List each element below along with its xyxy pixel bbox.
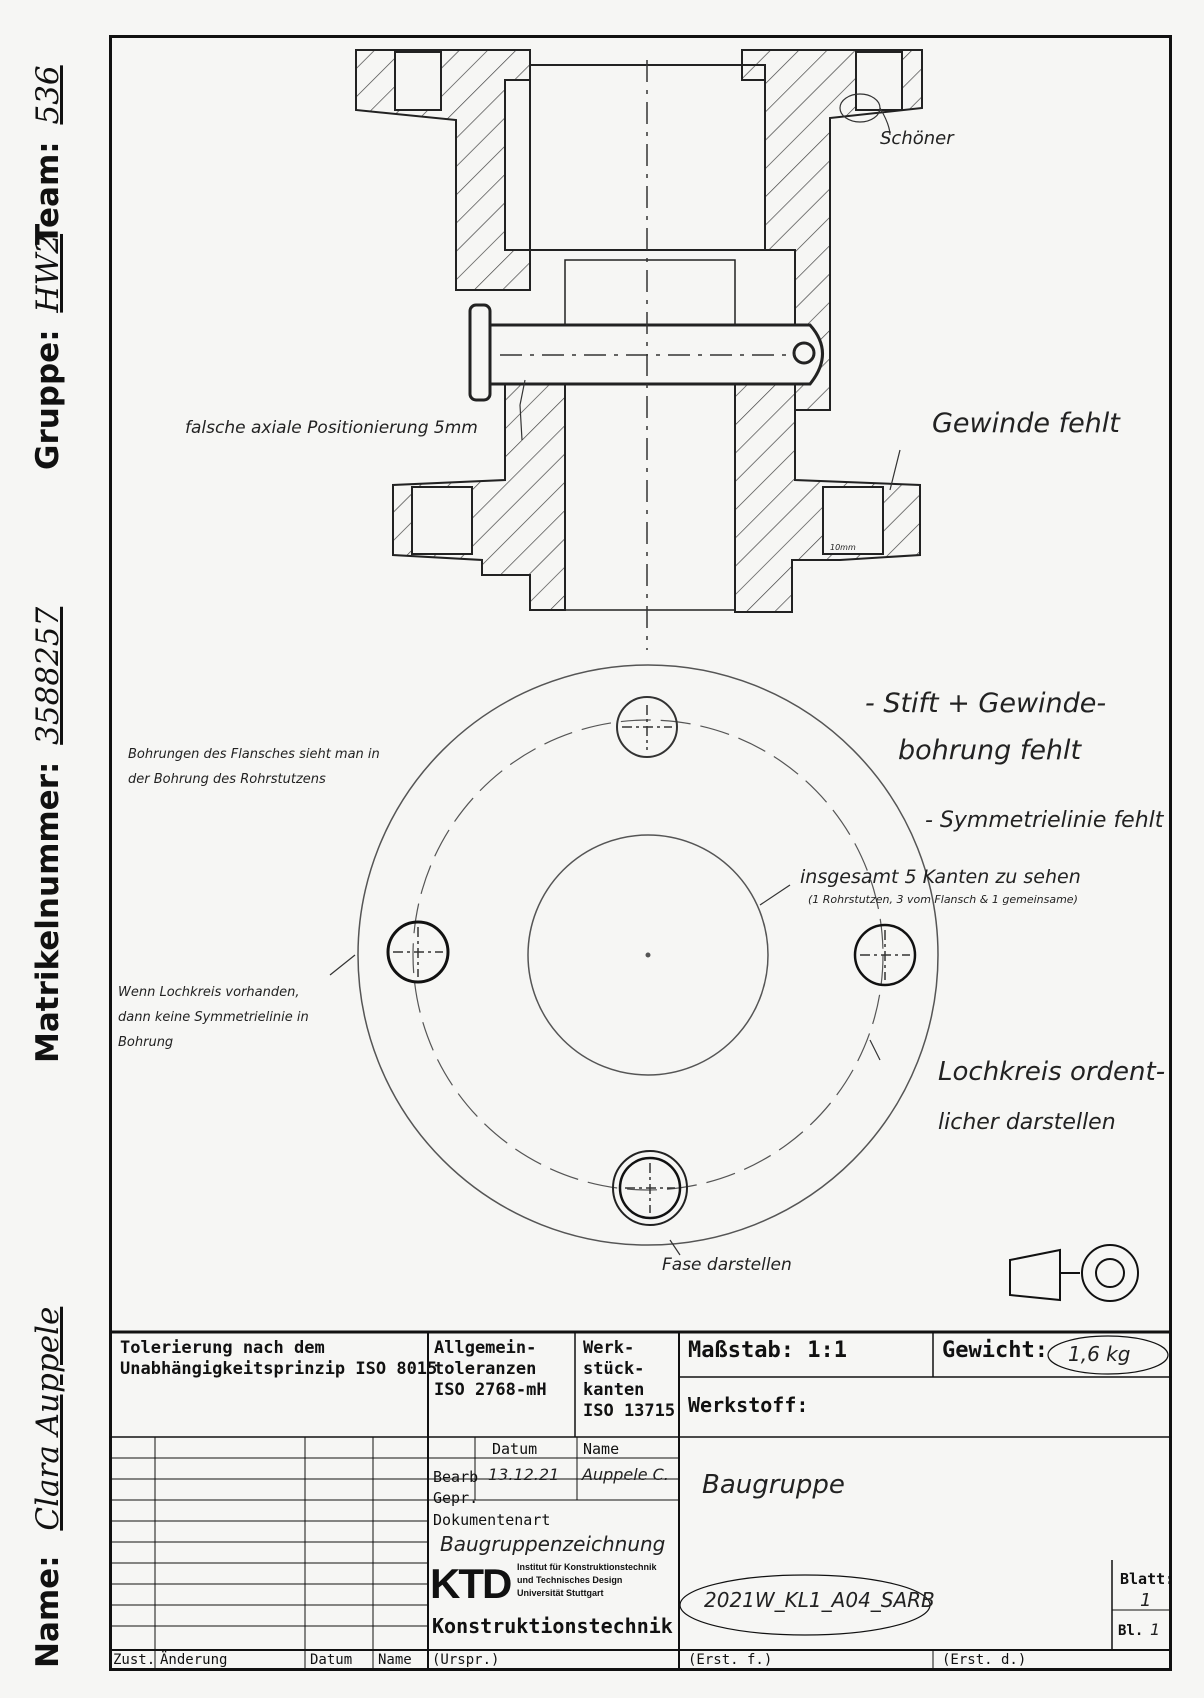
note-kanten-1: insgesamt 5 Kanten zu sehen <box>800 866 1081 888</box>
werk-line-4: ISO 13715 <box>583 1401 676 1421</box>
note-symmetrielinie: - Symmetrielinie fehlt <box>925 808 1164 833</box>
note-kanten-2: (1 Rohrstutzen, 3 vom Flansch & 1 gemein… <box>808 893 1078 906</box>
erst-f-label: (Erst. f.) <box>688 1652 773 1668</box>
note-stift-1: - Stift + Gewinde- <box>865 688 1107 719</box>
note-gewinde-fehlt: Gewinde fehlt <box>932 408 1120 439</box>
urspr-label: (Urspr.) <box>432 1652 500 1668</box>
bearb-name: Auppele C. <box>582 1465 669 1484</box>
werk-line-3: kanten <box>583 1380 645 1400</box>
gepr-label: Gepr. <box>433 1489 479 1507</box>
institut-line-2: und Technisches Design <box>517 1575 623 1585</box>
plan-view <box>357 664 939 1246</box>
zust-label: Zust. <box>113 1652 156 1668</box>
note-bohrungen-2: der Bohrung des Rohrstutzens <box>128 772 326 787</box>
allgemein-line-2: toleranzen <box>434 1359 537 1379</box>
note-schoner: Schöner <box>880 128 954 149</box>
benennung-value: Baugruppe <box>702 1470 845 1500</box>
note-wenn-2: dann keine Symmetrielinie in <box>118 1010 309 1025</box>
datum2-label: Datum <box>310 1652 353 1668</box>
section-view <box>355 49 923 613</box>
name2-label: Name <box>378 1652 412 1668</box>
bl-value: 1 <box>1150 1620 1161 1639</box>
name-header: Name <box>583 1440 620 1458</box>
datum-header: Datum <box>492 1440 538 1458</box>
note-wenn-1: Wenn Lochkreis vorhanden, <box>118 985 300 1000</box>
massstab: Maßstab: 1:1 <box>688 1338 847 1363</box>
note-wenn-3: Bohrung <box>118 1035 174 1050</box>
ktd-logo: KTD <box>430 1560 512 1607</box>
institut-line-1: Institut für Konstruktionstechnik <box>517 1562 657 1572</box>
werk-line-2: stück- <box>583 1359 645 1379</box>
note-fase: Fase darstellen <box>662 1255 792 1275</box>
gewicht-value: 1,6 kg <box>1068 1342 1131 1366</box>
blatt-value: 1 <box>1140 1590 1152 1611</box>
zeichnungsnummer: 2021W_KL1_A04_SARB <box>704 1588 935 1612</box>
note-axial-positioning: falsche axiale Positionierung 5mm <box>185 418 478 438</box>
tolerierung-line-1: Tolerierung nach dem <box>120 1338 325 1358</box>
blatt-label: Blatt: <box>1120 1570 1175 1588</box>
dokumentenart-label: Dokumentenart <box>433 1511 551 1529</box>
institut-line-3: Universität Stuttgart <box>517 1588 604 1598</box>
allgemein-line-1: Allgemein- <box>434 1338 537 1358</box>
tolerierung-line-2: Unabhängigkeitsprinzip ISO 8015 <box>120 1359 438 1379</box>
note-10mm: 10mm <box>830 543 856 552</box>
bl-label: Bl. <box>1118 1623 1144 1639</box>
title-block-grid <box>109 1330 1172 1671</box>
dokumentenart-value: Baugruppenzeichnung <box>440 1532 666 1556</box>
drawing-frame <box>109 35 1172 1671</box>
werkstoff-label: Werkstoff: <box>688 1393 809 1417</box>
note-bohrungen-1: Bohrungen des Flansches sieht man in <box>128 747 380 762</box>
aenderung-label: Änderung <box>160 1652 228 1668</box>
werk-line-1: Werk- <box>583 1338 635 1358</box>
note-lochkreis-2: licher darstellen <box>938 1110 1116 1135</box>
konstruktionstechnik: Konstruktionstechnik <box>432 1614 673 1638</box>
note-lochkreis-1: Lochkreis ordent- <box>938 1057 1166 1087</box>
note-stift-2: bohrung fehlt <box>898 735 1082 766</box>
bearb-datum: 13.12.21 <box>488 1465 560 1484</box>
projection-symbol <box>1009 1244 1139 1302</box>
gewicht-label: Gewicht: <box>942 1338 1048 1363</box>
allgemein-line-3: ISO 2768-mH <box>434 1380 547 1400</box>
bearb-label: Bearb <box>433 1468 479 1486</box>
erst-d-label: (Erst. d.) <box>942 1652 1027 1668</box>
